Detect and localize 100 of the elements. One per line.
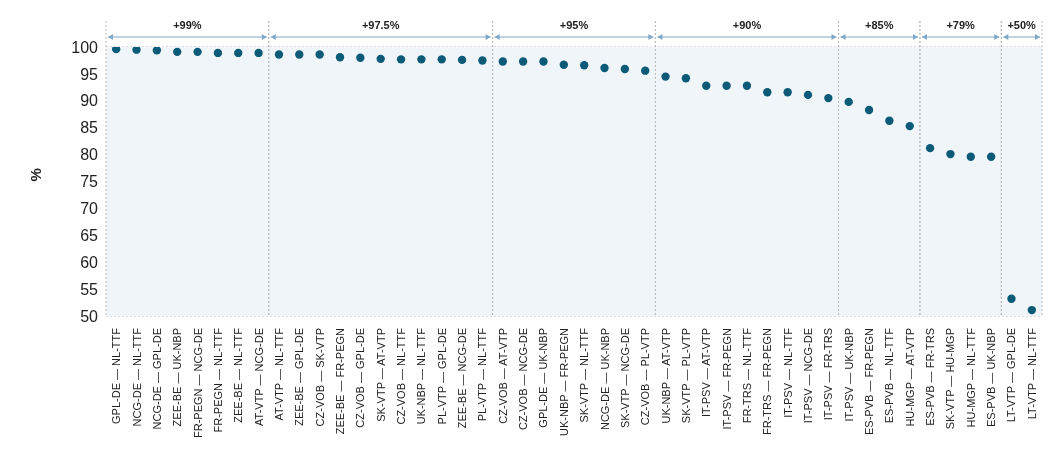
point <box>783 88 792 97</box>
point <box>213 48 223 58</box>
band-label: +85% <box>864 19 894 31</box>
x-tick-label: ZEE-BE — FR-PEGN <box>334 327 346 435</box>
x-tick-label: FR-PEGN — NL-TTF <box>211 327 224 433</box>
x-tick-label: NCG-DE — NL-TTF <box>130 327 143 427</box>
band-label: +95% <box>559 19 589 31</box>
x-tick-label: SK-VTP — NL-TTF <box>578 327 591 423</box>
x-tick-label: ZEE-BE — NL-TTF <box>232 327 245 423</box>
x-tick-label: ES-PVB — FR-TRS <box>924 328 937 426</box>
point <box>478 56 487 65</box>
x-tick-label: FR-PEGN — NCG-DE <box>191 328 204 438</box>
point <box>966 152 975 161</box>
y-tick-label: 80 <box>80 146 99 164</box>
point <box>335 53 345 62</box>
x-tick-label: CZ-VOB — PL-VTP <box>639 328 652 426</box>
point <box>824 93 833 103</box>
point <box>356 53 365 62</box>
point <box>986 152 996 161</box>
x-tick-label: IT-PSV — FR-TRS <box>822 328 835 421</box>
x-tick-label: IT-PSV — UK-NBP <box>842 328 855 422</box>
point <box>234 48 243 58</box>
y-axis-title: % <box>27 168 45 182</box>
x-tick-label: ZEE-BE — NCG-DE <box>456 328 469 429</box>
point <box>885 116 894 125</box>
point <box>742 81 752 90</box>
point <box>803 90 813 100</box>
point <box>681 74 691 83</box>
x-tick-label: LT-VTP — NL-TTF <box>1025 327 1038 420</box>
band-label: +79% <box>946 19 976 31</box>
x-tick-label: LT-VTP — GPL-DE <box>1005 328 1018 423</box>
y-tick-label: 65 <box>80 226 99 244</box>
y-tick-label: 85 <box>80 119 99 137</box>
point <box>111 47 121 54</box>
point <box>661 72 670 81</box>
point <box>905 121 914 131</box>
point <box>1007 294 1016 303</box>
point <box>722 81 731 90</box>
point <box>763 88 772 97</box>
y-tick-label: 95 <box>80 65 99 83</box>
point <box>295 50 304 59</box>
y-tick-label: 55 <box>80 280 99 298</box>
x-tick-label: CZ-VOB — GPL-DE <box>354 328 367 428</box>
point <box>376 54 385 64</box>
x-tick-label: UK-NBP — FR-PEGN <box>557 327 570 436</box>
point <box>1027 305 1037 315</box>
point <box>152 47 162 55</box>
x-tick-label: FR-TRS — FR-PEGN <box>761 327 774 435</box>
band-label: +97.5% <box>361 19 400 31</box>
point <box>417 55 426 64</box>
x-tick-label: ES-PVB — UK-NBP <box>985 328 998 428</box>
x-tick-label: ES-PVB — NL-TTF <box>883 327 896 424</box>
y-tick-label: 75 <box>80 173 99 191</box>
x-tick-label: AT-VTP — NCG-DE <box>252 328 265 426</box>
x-tick-label: IT-PSV — FR-PEGN <box>720 327 733 430</box>
x-tick-label: FR-TRS — NL-TTF <box>740 327 753 424</box>
x-tick-label: AT-VTP — NL-TTF <box>272 327 285 421</box>
y-tick-label: 100 <box>71 38 99 56</box>
x-tick-label: IT-PSV — AT-VTP <box>700 328 713 418</box>
point <box>641 66 650 75</box>
point <box>498 57 507 66</box>
x-tick-label: SK-VTP — AT-VTP <box>374 328 387 422</box>
point <box>396 55 406 64</box>
point <box>254 48 263 58</box>
point <box>600 63 609 73</box>
x-tick-label: SK-VTP — NCG-DE <box>618 328 631 429</box>
band-label: +90% <box>732 19 762 31</box>
x-tick-label: HU-MGP — NL-TTF <box>964 327 977 428</box>
point <box>132 47 141 54</box>
x-tick-label: PL-VTP — NL-TTF <box>476 327 489 422</box>
point <box>518 57 528 66</box>
x-tick-label: CZ-VOB — SK-VTP <box>313 328 326 427</box>
point <box>579 61 589 70</box>
x-tick-label: CZ-VOB — NL-TTF <box>395 327 408 425</box>
x-tick-label: ZEE-BE — UK-NBP <box>171 328 184 427</box>
x-tick-label: SK-VTP — HU-MGP <box>944 328 957 430</box>
x-tick-label: IT-PSV — NL-TTF <box>781 327 794 418</box>
y-tick-label: 70 <box>80 200 99 218</box>
point <box>946 149 955 159</box>
band-label: +99% <box>173 19 202 31</box>
point <box>173 47 182 57</box>
x-tick-label: CZ-VOB — NCG-DE <box>517 328 530 431</box>
point <box>620 64 630 74</box>
x-tick-label: GPL-DE — UK-NBP <box>537 328 550 428</box>
point <box>925 143 935 153</box>
point <box>274 50 284 59</box>
point <box>193 47 202 57</box>
y-tick-label: 90 <box>80 92 99 110</box>
x-tick-label: NCG-DE — GPL-DE <box>150 328 163 430</box>
x-tick-label: ES-PVB — FR-PEGN <box>863 327 876 435</box>
x-tick-label: PL-VTP — GPL-DE <box>435 328 448 425</box>
x-tick-label: HU-MGP — AT-VTP <box>903 328 916 427</box>
x-tick-label: CZ-VOB — AT-VTP <box>496 328 509 424</box>
point <box>702 81 711 90</box>
x-tick-label: SK-VTP — PL-VTP <box>679 328 692 424</box>
point <box>559 60 569 69</box>
point <box>539 57 548 66</box>
x-tick-label: NCG-DE — UK-NBP <box>598 328 611 431</box>
point <box>864 105 874 115</box>
point <box>437 55 446 64</box>
